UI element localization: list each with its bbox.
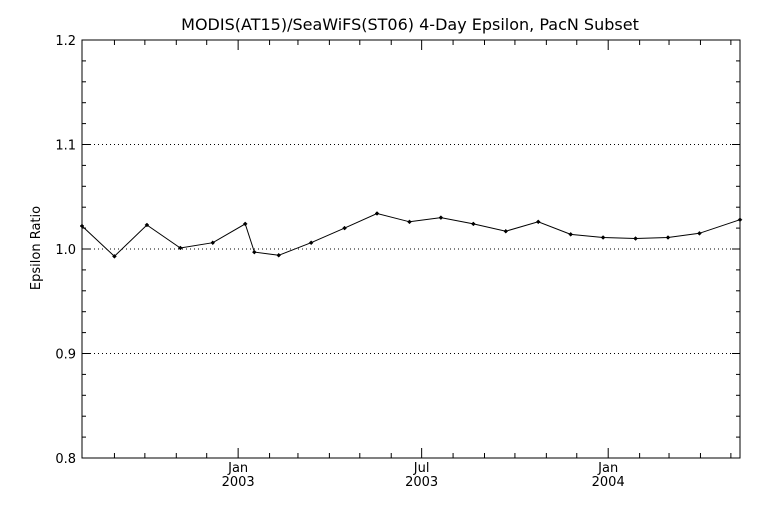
data-point <box>568 232 574 237</box>
data-point <box>177 245 183 251</box>
x-tick-label-year: 2003 <box>222 475 255 490</box>
data-point <box>438 215 444 221</box>
plot-frame <box>81 39 741 459</box>
y-tick-label: 0.8 <box>55 452 76 467</box>
data-point <box>276 252 282 258</box>
y-tick-label: 1.1 <box>55 139 76 154</box>
data-point <box>144 222 150 228</box>
data-point <box>342 225 347 231</box>
y-tick-label: 1.0 <box>55 243 76 258</box>
grid-lines <box>82 144 740 354</box>
data-point <box>633 236 638 241</box>
y-axis-label: Epsilon Ratio <box>29 206 44 290</box>
data-point <box>252 249 257 255</box>
data-point <box>308 240 314 246</box>
data-point <box>470 221 476 227</box>
data-point <box>112 253 117 259</box>
chart-title: MODIS(AT15)/SeaWiFS(ST06) 4-Day Epsilon,… <box>181 15 639 34</box>
x-tick-label-year: 2003 <box>405 475 438 490</box>
series-line <box>81 212 741 257</box>
data-point <box>374 211 380 216</box>
y-tick-label: 1.2 <box>55 34 76 49</box>
data-point <box>697 230 702 236</box>
data-point <box>665 235 671 240</box>
data-point <box>600 235 606 240</box>
data-point <box>503 228 509 234</box>
data-point <box>407 219 412 225</box>
data-point <box>242 221 248 227</box>
data-point <box>535 219 541 225</box>
x-tick-label-year: 2004 <box>592 475 625 490</box>
x-tick-label-month: Jan <box>227 461 248 476</box>
x-tick-label-month: Jul <box>413 461 430 476</box>
x-tick-label-month: Jan <box>597 461 618 476</box>
data-points-layer <box>79 211 743 259</box>
y-tick-label: 0.9 <box>55 348 76 363</box>
data-point <box>210 240 216 246</box>
series-line-layer <box>81 212 741 257</box>
